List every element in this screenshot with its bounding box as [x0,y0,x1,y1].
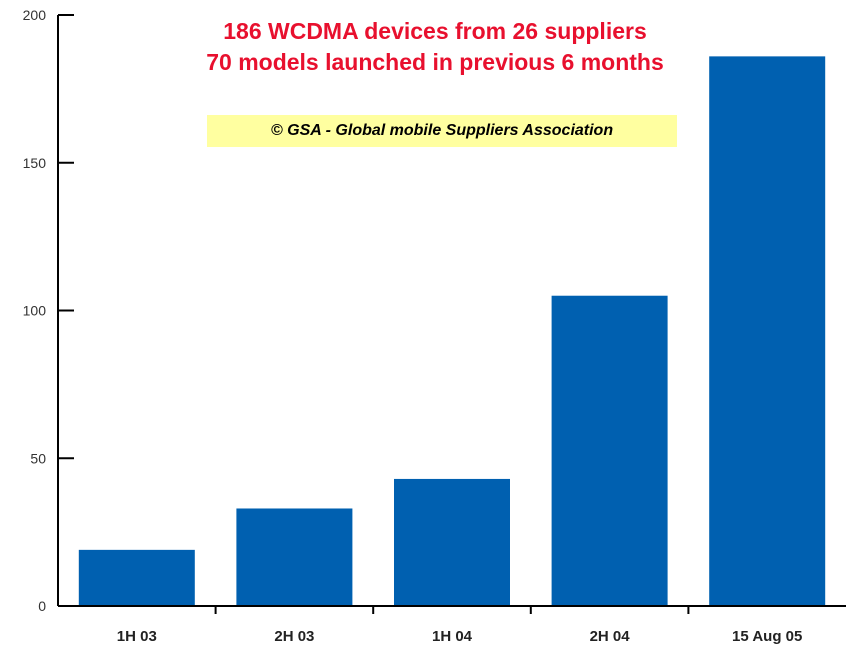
bar-4 [709,56,826,607]
x-tick-label: 2H 04 [590,628,631,645]
chart-subtitle: 70 models launched in previous 6 months [206,49,664,75]
bar-1 [236,508,353,606]
bars-group [78,56,826,607]
y-tick-label: 50 [30,450,46,466]
x-axis-ticks: 1H 03 2H 03 1H 04 2H 04 15 Aug 05 [117,606,802,645]
y-tick-label: 100 [23,303,47,319]
x-tick-label: 1H 04 [432,628,473,645]
y-tick-label: 200 [23,7,47,23]
x-tick-label: 15 Aug 05 [732,628,802,645]
chart-title: 186 WCDMA devices from 26 suppliers [223,18,647,44]
x-tick-label: 1H 03 [117,628,157,645]
y-axis-ticks: 0 50 100 150 200 [23,7,74,614]
bar-3 [551,295,668,606]
y-tick-label: 150 [23,155,47,171]
bar-2 [394,478,510,606]
y-tick-label: 0 [38,598,46,614]
copyright-annotation: © GSA - Global mobile Suppliers Associat… [207,115,677,147]
x-tick-label: 2H 03 [274,628,314,645]
bar-0 [78,549,195,606]
